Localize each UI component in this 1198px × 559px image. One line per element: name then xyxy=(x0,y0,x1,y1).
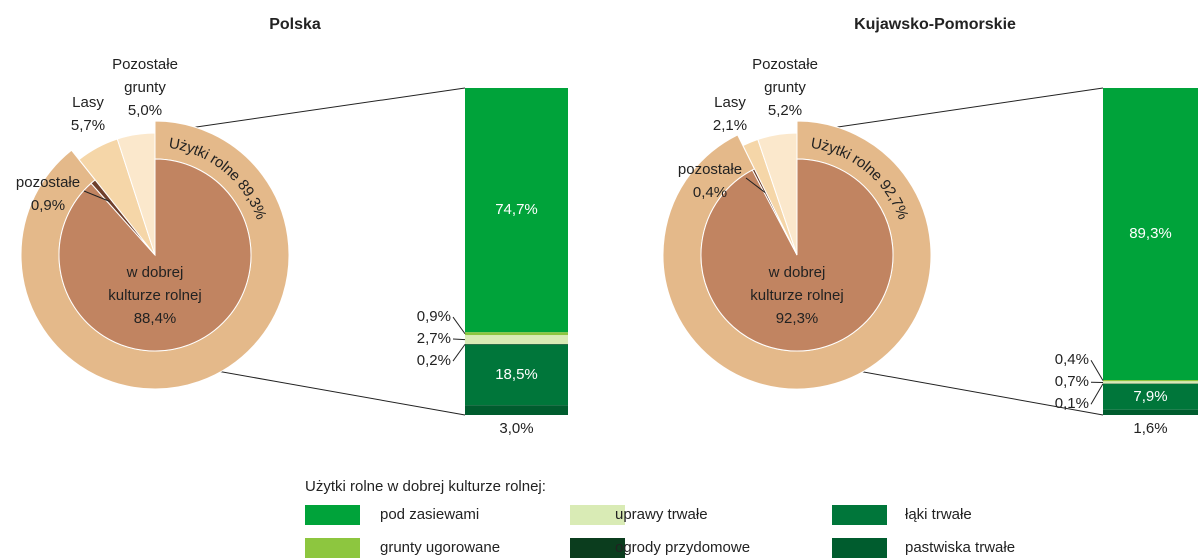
leader-line xyxy=(1090,359,1104,381)
bar-segment xyxy=(465,335,568,345)
slice-label: pozostałe xyxy=(16,174,80,191)
bar-value-label: 7,9% xyxy=(1133,388,1167,405)
leader-line xyxy=(452,344,466,362)
legend-title: Użytki rolne w dobrej kulturze rolnej: xyxy=(305,478,546,495)
legend-swatch xyxy=(570,505,625,525)
legend-swatch xyxy=(832,538,887,558)
slice-label: pozostałe xyxy=(678,161,742,178)
slice-value-label: 5,0% xyxy=(128,102,162,119)
connector-line xyxy=(796,87,1104,134)
legend-label: ogrody przydomowe xyxy=(615,539,750,556)
bar-value-label: 1,6% xyxy=(1133,420,1167,437)
pie-slice xyxy=(116,132,156,256)
slice-label: w dobrej xyxy=(768,264,826,281)
slice-value-label: 5,2% xyxy=(768,102,802,119)
bar-segment xyxy=(465,344,568,345)
bar-segment xyxy=(1103,381,1198,384)
bar-value-label: 74,7% xyxy=(495,201,538,218)
leader-line xyxy=(1090,383,1104,405)
legend-label: uprawy trwałe xyxy=(615,506,708,523)
bar-segment xyxy=(465,344,568,406)
bar-value-label: 0,7% xyxy=(1055,373,1089,390)
legend-swatch xyxy=(305,538,360,558)
chart-title: Polska xyxy=(269,16,321,33)
legend-label: pod zasiewami xyxy=(380,506,479,523)
bar-value-label: 18,5% xyxy=(495,366,538,383)
slice-value-label: 92,3% xyxy=(776,310,819,327)
slice-label: grunty xyxy=(124,79,166,96)
slice-label: w dobrej xyxy=(126,264,184,281)
legend-swatch xyxy=(305,505,360,525)
bar-value-label: 0,2% xyxy=(417,352,451,369)
slice-label: Pozostałe xyxy=(112,56,178,73)
bar-value-label: 0,4% xyxy=(1055,351,1089,368)
slice-label: Lasy xyxy=(72,94,104,111)
bar-segment xyxy=(465,88,568,333)
slice-value-label: 0,4% xyxy=(693,184,727,201)
slice-label: Pozostałe xyxy=(752,56,818,73)
chart-title: Kujawsko-Pomorskie xyxy=(854,16,1016,33)
leader-line xyxy=(452,316,466,335)
bar-segment xyxy=(465,405,568,415)
bar-segment xyxy=(1103,380,1198,382)
pie-slice xyxy=(757,132,798,256)
slice-label: kulturze rolnej xyxy=(108,287,201,304)
connector-line xyxy=(154,87,466,134)
bar-value-label: 0,1% xyxy=(1055,395,1089,412)
leader-line xyxy=(83,190,111,202)
slice-label: Lasy xyxy=(714,94,746,111)
leader-line xyxy=(452,338,466,341)
slice-value-label: 5,7% xyxy=(71,117,105,134)
slice-label: kulturze rolnej xyxy=(750,287,843,304)
legend-label: pastwiska trwałe xyxy=(905,539,1015,556)
legend-swatch xyxy=(832,505,887,525)
bar-segment xyxy=(1103,383,1198,410)
bar-value-label: 0,9% xyxy=(417,308,451,325)
slice-value-label: 88,4% xyxy=(134,310,177,327)
slice-label: grunty xyxy=(764,79,806,96)
slice-value-label: 0,9% xyxy=(31,197,65,214)
bar-segment xyxy=(465,332,568,336)
legend-label: grunty ugorowane xyxy=(380,539,500,556)
bar-value-label: 89,3% xyxy=(1129,225,1172,242)
legend-swatch xyxy=(570,538,625,558)
bar-segment xyxy=(1103,409,1198,415)
slice-value-label: 2,1% xyxy=(713,117,747,134)
legend-label: łąki trwałe xyxy=(905,506,972,523)
bar-value-label: 3,0% xyxy=(499,420,533,437)
bar-value-label: 2,7% xyxy=(417,330,451,347)
leader-line xyxy=(745,177,766,194)
bar-segment xyxy=(1103,88,1198,381)
